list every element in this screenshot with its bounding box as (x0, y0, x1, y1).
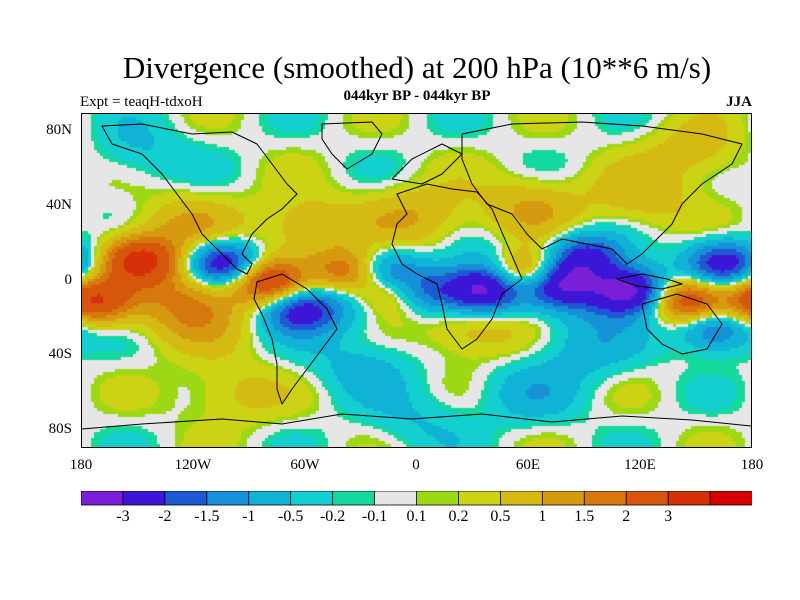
colorbar-label: -2 (158, 508, 172, 525)
colorbar-label: -1.5 (194, 508, 220, 525)
lon-label-60w: 60W (290, 457, 320, 473)
experiment-label: Expt = teaqH-tdxoH (80, 94, 203, 110)
colorbar-swatch (206, 491, 250, 506)
lon-label-0: 0 (412, 457, 420, 473)
divergence-field (82, 114, 751, 447)
colorbar-label: 0.2 (448, 508, 469, 525)
colorbar-label: 0.1 (406, 508, 427, 525)
lon-label-120e: 120E (624, 457, 656, 473)
colorbar-swatch (499, 491, 544, 506)
colorbar-swatch (416, 491, 460, 506)
plot-title: Divergence (smoothed) at 200 hPa (10**6 … (122, 50, 712, 85)
colorbar (81, 491, 752, 506)
colorbar-label: 0.5 (490, 508, 511, 525)
colorbar-swatch (709, 491, 752, 506)
colorbar-swatch (625, 491, 670, 506)
colorbar-swatch (667, 491, 711, 506)
lon-label-120w: 120W (174, 457, 212, 473)
colorbar-swatch (541, 491, 586, 506)
plot-subtitle: 044kyr BP - 044kyr BP (343, 88, 491, 104)
coastlines (82, 121, 751, 430)
lon-label-180w: 180 (69, 457, 93, 473)
colorbar-swatch (290, 491, 334, 506)
season-label: JJA (726, 94, 752, 110)
colorbar-label: -0.1 (361, 508, 388, 525)
lat-label-0: 0 (64, 272, 73, 288)
lat-label-80s: 80S (48, 421, 72, 437)
colorbar-swatch (122, 491, 166, 506)
lat-label-40s: 40S (48, 346, 72, 362)
colorbar-label: 1 (538, 508, 547, 525)
colorbar-swatch (81, 491, 124, 506)
colorbar-label: 2 (622, 508, 631, 525)
colorbar-label: -0.5 (278, 508, 304, 525)
colorbar-label: -0.2 (319, 508, 346, 525)
colorbar-label: 1.5 (574, 508, 595, 525)
colorbar-swatch (458, 491, 502, 506)
lon-label-60e: 60E (515, 457, 541, 473)
colorbar-swatch (248, 491, 292, 506)
map-panel (81, 113, 752, 448)
colorbar-swatch (332, 491, 376, 506)
colorbar-swatch (164, 491, 208, 506)
lat-label-40n: 40N (46, 197, 72, 213)
lon-label-180e: 180 (740, 457, 764, 473)
colorbar-swatch (374, 491, 418, 506)
colorbar-label: -3 (116, 508, 130, 525)
colorbar-label: -1 (242, 508, 256, 525)
lat-label-80n: 80N (46, 122, 72, 138)
colorbar-swatch (583, 491, 628, 506)
colorbar-label: 3 (664, 508, 673, 525)
